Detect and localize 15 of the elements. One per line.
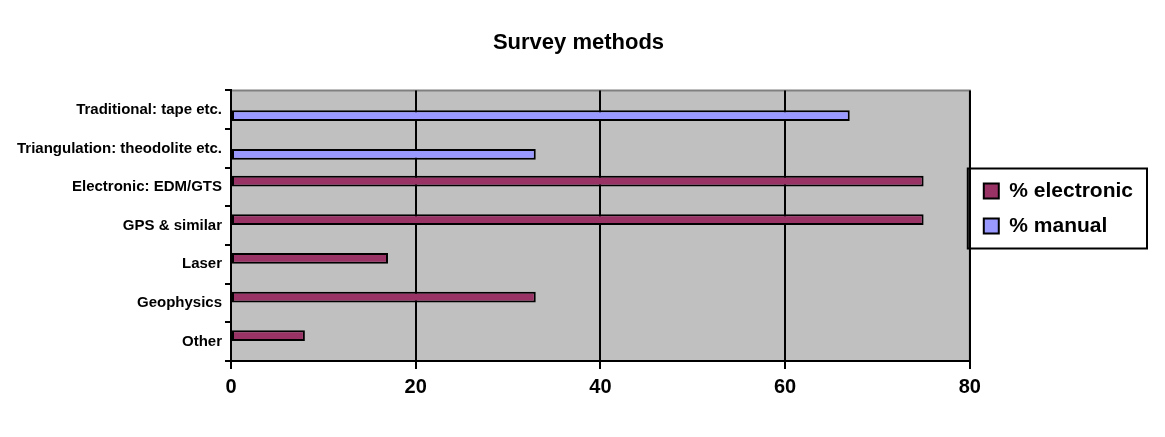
x-tick-label: 40: [589, 374, 612, 397]
y-tick-label: GPS & similar: [122, 215, 223, 233]
y-tick-label: Triangulation: theodolite etc.: [16, 138, 222, 156]
y-tick-label: Traditional: tape etc.: [76, 99, 222, 117]
chart-title: Survey methods: [492, 29, 665, 55]
x-tick-label: 0: [225, 374, 237, 397]
y-tick-label: Geophysics: [136, 293, 222, 311]
legend-label: % electronic: [1009, 177, 1134, 201]
x-tick-label: 20: [404, 374, 427, 397]
legend-label: % manual: [1009, 212, 1108, 236]
y-tick-label: Laser: [181, 254, 223, 272]
y-tick-label: Electronic: EDM/GTS: [71, 177, 222, 195]
x-tick-label: 80: [958, 374, 981, 397]
y-tick-label: Other: [181, 331, 223, 349]
x-tick-label: 60: [773, 374, 797, 397]
